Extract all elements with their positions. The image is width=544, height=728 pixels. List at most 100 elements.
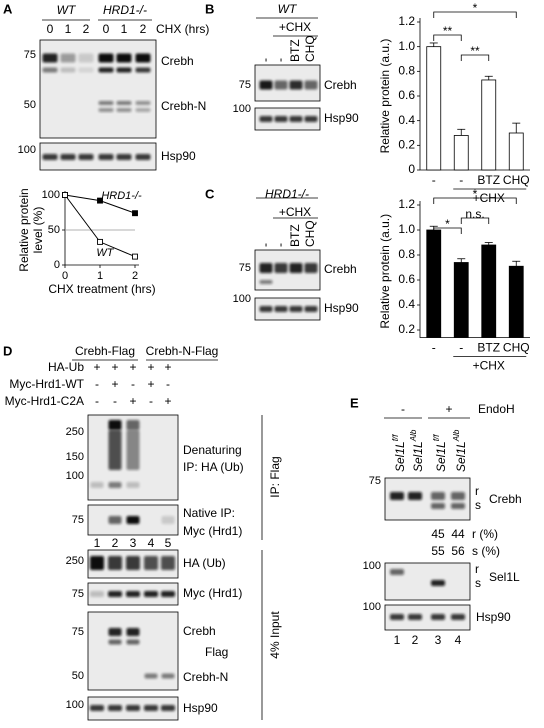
band <box>116 154 132 160</box>
series-label: WT <box>96 247 114 259</box>
y-tick-label: 1.2 <box>398 14 415 28</box>
time-label: 2 <box>83 22 90 36</box>
band <box>98 154 114 160</box>
x-axis-label: CHX treatment (hrs) <box>48 282 155 296</box>
band <box>161 705 175 711</box>
mw-marker: 75 <box>369 475 381 487</box>
time-label: 1 <box>65 22 72 36</box>
y-tick-label: 0.8 <box>398 64 415 78</box>
mw-marker: 100 <box>66 470 84 482</box>
condition-sign: - <box>166 377 170 391</box>
y-tick-label: 0.4 <box>398 113 415 127</box>
band <box>431 614 445 620</box>
y-tick-label: 1.0 <box>398 39 415 53</box>
significance-bracket <box>460 217 490 224</box>
significance-bracket <box>460 54 490 61</box>
blot <box>87 696 179 721</box>
x-tick-label: CHQ <box>503 173 530 187</box>
band <box>126 705 140 711</box>
lane-label: Sel1LAlb <box>409 429 425 472</box>
construct-label: Crebh-N-Flag <box>146 344 219 358</box>
band <box>304 263 318 273</box>
band <box>108 556 122 570</box>
time-label: 0 <box>47 22 54 36</box>
x-tick-label: - <box>432 173 436 187</box>
lane-number: 1 <box>94 536 101 550</box>
band <box>108 430 122 470</box>
blot <box>384 562 471 601</box>
mw-marker: 75 <box>24 49 36 61</box>
band <box>431 580 445 586</box>
band <box>126 639 140 645</box>
lane-label: Sel1Lf/f <box>391 434 407 472</box>
condition-label: Myc-Hrd1-C2A <box>5 394 84 408</box>
lane-number: 2 <box>412 633 419 647</box>
lane-number: 1 <box>394 633 401 647</box>
band <box>42 67 58 73</box>
condition-sign: + <box>129 360 136 374</box>
lane-label: CHQ <box>303 220 317 247</box>
band <box>135 101 151 105</box>
band <box>390 492 404 500</box>
band-label: Sel1L <box>489 570 520 584</box>
point <box>62 192 68 198</box>
band <box>161 556 175 570</box>
condition-sign: + <box>93 360 100 374</box>
section-label: IP: Flag <box>268 456 282 497</box>
significance-label: ** <box>470 44 480 58</box>
y-axis-label: Relative protein (a.u.) <box>378 214 392 329</box>
band <box>98 53 114 63</box>
condition-sign: - <box>113 394 117 408</box>
band <box>126 628 140 636</box>
band <box>42 154 58 160</box>
y-tick-label: 1.2 <box>398 197 415 211</box>
mw-marker: 100 <box>66 699 84 711</box>
blot <box>87 611 179 691</box>
panel-label: E <box>350 395 359 410</box>
lane-label: Sel1Lf/f <box>432 434 448 472</box>
band <box>289 116 303 122</box>
time-label: 0 <box>103 22 110 36</box>
band <box>126 420 140 430</box>
band <box>259 80 273 90</box>
x-tick-label: 1 <box>97 270 103 282</box>
band <box>108 705 122 711</box>
y-tick-label: 0.8 <box>398 247 415 261</box>
lane-label: - <box>273 243 287 247</box>
treatment-label: +CHX <box>279 205 311 219</box>
mw-marker: 75 <box>72 588 84 600</box>
band <box>135 53 151 63</box>
genotype: WT <box>57 3 77 17</box>
condition-sign: - <box>95 377 99 391</box>
lane-number: 2 <box>112 536 119 550</box>
band <box>161 673 175 679</box>
band <box>408 492 422 500</box>
band <box>90 556 104 570</box>
band <box>259 280 273 284</box>
condition-sign: + <box>111 377 118 391</box>
band <box>98 101 114 105</box>
quant-label: r (%) <box>472 527 498 541</box>
y-axis-label: Relative protein (a.u.) <box>378 39 392 154</box>
band <box>126 591 140 597</box>
lane-label: - <box>258 243 272 247</box>
point <box>132 253 138 260</box>
blot <box>87 582 179 606</box>
band <box>289 80 303 90</box>
quant-value: 56 <box>451 544 465 558</box>
form-label: r <box>475 562 479 576</box>
band <box>390 614 404 620</box>
band <box>135 67 151 73</box>
allele: f/f <box>432 434 441 441</box>
significance-label: * <box>445 217 450 231</box>
band <box>78 67 94 73</box>
band <box>98 67 114 73</box>
lane-label: BTZ <box>288 39 302 62</box>
blot-label: IP: HA (Ub) <box>183 460 244 474</box>
band <box>116 53 132 63</box>
x-tick-label: - <box>459 173 463 187</box>
band-label: Crebh <box>324 262 357 276</box>
band <box>108 516 122 524</box>
panel-label: C <box>205 186 215 201</box>
band <box>78 53 94 63</box>
